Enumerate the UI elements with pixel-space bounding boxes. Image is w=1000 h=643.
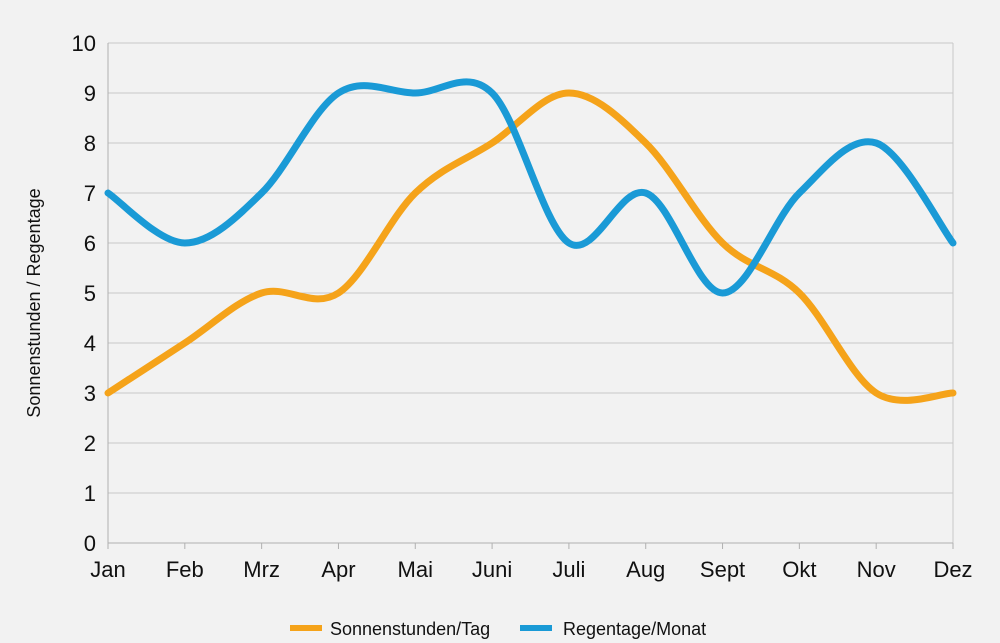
y-tick-label: 5 xyxy=(84,281,96,306)
y-tick-label: 4 xyxy=(84,331,96,356)
y-tick-label: 2 xyxy=(84,431,96,456)
x-tick-label: Nov xyxy=(857,557,896,582)
legend-label: Regentage/Monat xyxy=(563,619,706,639)
x-tick-label: Sept xyxy=(700,557,745,582)
x-tick-label: Mai xyxy=(398,557,433,582)
legend-label: Sonnenstunden/Tag xyxy=(330,619,490,639)
y-tick-label: 7 xyxy=(84,181,96,206)
y-tick-labels: 0 1 2 3 4 5 6 7 8 9 10 xyxy=(72,31,96,556)
y-tick-label: 0 xyxy=(84,531,96,556)
legend: Sonnenstunden/Tag Regentage/Monat xyxy=(290,619,706,639)
x-tick-labels: Jan Feb Mrz Apr Mai Juni Juli Aug Sept Okt Nov Dez xyxy=(90,557,972,582)
axes xyxy=(107,43,954,549)
grid-lines xyxy=(108,42,953,494)
y-tick-label: 9 xyxy=(84,81,96,106)
y-axis-label: Sonnenstunden / Regentage xyxy=(24,188,44,417)
x-tick-label: Jan xyxy=(90,557,125,582)
x-tick-label: Okt xyxy=(782,557,816,582)
x-tick-label: Apr xyxy=(321,557,355,582)
y-tick-label: 3 xyxy=(84,381,96,406)
series-lines xyxy=(104,78,957,404)
x-tick-label: Aug xyxy=(626,557,665,582)
y-tick-label: 1 xyxy=(84,481,96,506)
x-tick-label: Dez xyxy=(933,557,972,582)
series-line-sonnenstunden-tag xyxy=(104,89,957,404)
x-tick-label: Mrz xyxy=(243,557,280,582)
y-tick-label: 8 xyxy=(84,131,96,156)
y-tick-label: 10 xyxy=(72,31,96,56)
x-tick-label: Juni xyxy=(472,557,512,582)
x-tick-label: Feb xyxy=(166,557,204,582)
x-tick-label: Juli xyxy=(552,557,585,582)
y-tick-label: 6 xyxy=(84,231,96,256)
series-line-regentage-monat xyxy=(104,78,957,297)
